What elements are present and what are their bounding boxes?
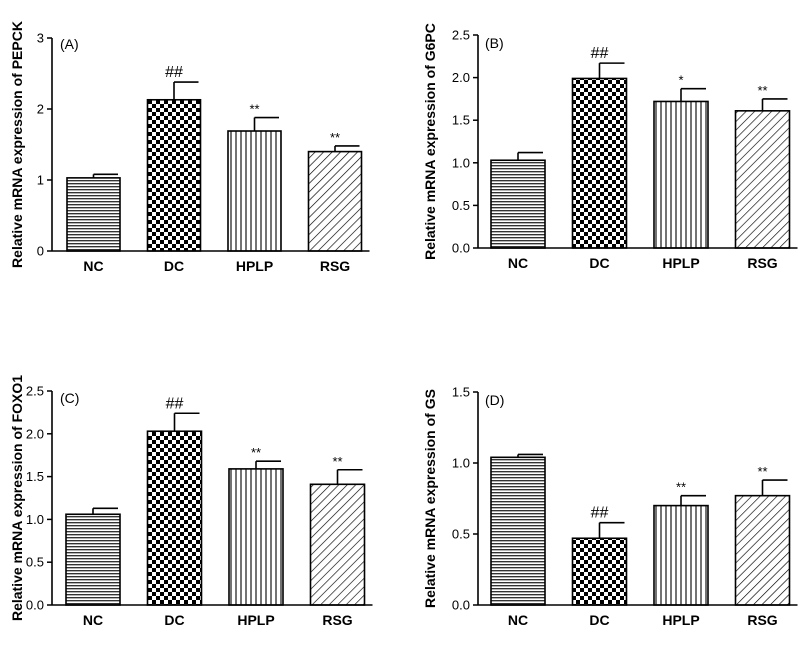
y-tick-label: 0.0 (452, 598, 470, 613)
bar-rsg (307, 150, 363, 252)
bar-dc (571, 537, 628, 606)
chart-panel-2: 0.0 0.5 1.0 1.5 2.0 2.5 Relative mRNA expressi… (422, 23, 798, 271)
significance-label: ** (330, 130, 340, 145)
bar-nc (490, 456, 546, 606)
bar-nc (490, 159, 546, 249)
bar-dc (571, 77, 628, 249)
bar-rsg (309, 483, 366, 606)
x-tick-label: RSG (747, 255, 777, 271)
bar-dc (146, 98, 202, 252)
significance-label: ** (757, 83, 767, 98)
y-tick-label: 0.5 (452, 198, 470, 213)
significance-label: ** (332, 454, 342, 469)
bar-nc (65, 513, 121, 606)
significance-label: ## (165, 64, 183, 81)
y-tick-label: 0.5 (26, 555, 44, 570)
y-tick-label: 0.0 (26, 598, 44, 613)
x-tick-label: NC (83, 612, 103, 628)
y-tick-label: 0.5 (452, 527, 470, 542)
y-tick-label: 0 (37, 244, 44, 259)
y-axis-label: Relative mRNA expression of GS (422, 389, 438, 608)
bar-rsg (734, 110, 791, 249)
bar-hplp (653, 100, 709, 249)
significance-label: ** (676, 480, 686, 495)
significance-label: ## (166, 395, 184, 412)
x-tick-label: NC (508, 255, 528, 271)
y-tick-label: 1.5 (452, 385, 470, 400)
y-axis-label: Relative mRNA expression of G6PC (422, 23, 438, 260)
y-axis-label: Relative mRNA expression of PEPCK (9, 21, 25, 268)
chart-panel-4: 0.0 0.5 1.0 1.5 Relative mRNA expression of … (422, 385, 798, 628)
x-tick-label: NC (508, 612, 528, 628)
bar-nc (66, 177, 121, 252)
x-tick-label: DC (164, 258, 184, 274)
bar-hplp (653, 504, 709, 606)
y-tick-label: 2 (37, 102, 44, 117)
x-tick-label: HPLP (662, 255, 699, 271)
bar-rsg (734, 494, 791, 606)
y-tick-label: 1.5 (452, 113, 470, 128)
panel-label: (A) (60, 36, 79, 52)
x-tick-label: HPLP (236, 258, 273, 274)
y-tick-label: 2.0 (452, 70, 470, 85)
panel-label: (C) (60, 390, 79, 406)
y-tick-label: 1.0 (452, 155, 470, 170)
y-axis-label: Relative mRNA expression of FOXO1 (9, 375, 25, 621)
chart-panel-1: 0 1 2 3 Relative mRNA expression of PEPCK (A)… (9, 21, 370, 274)
significance-label: ** (251, 445, 261, 460)
panel-label: (D) (485, 392, 504, 408)
y-tick-label: 2.5 (26, 384, 44, 399)
x-tick-label: RSG (322, 612, 352, 628)
y-tick-label: 1.0 (26, 512, 44, 527)
panel-label: (B) (485, 35, 504, 51)
y-tick-label: 1 (37, 173, 44, 188)
significance-label: ## (591, 45, 609, 62)
y-tick-label: 1.0 (452, 456, 470, 471)
y-tick-label: 1.5 (26, 469, 44, 484)
x-tick-label: DC (589, 612, 609, 628)
significance-label: ** (249, 102, 259, 117)
x-tick-label: HPLP (662, 612, 699, 628)
y-tick-label: 2.5 (452, 28, 470, 43)
y-tick-label: 0.0 (452, 241, 470, 256)
bar-dc (146, 430, 203, 606)
significance-label: * (678, 73, 683, 88)
bar-hplp (227, 130, 282, 252)
x-tick-label: RSG (747, 612, 777, 628)
y-tick-label: 3 (37, 31, 44, 46)
x-tick-label: DC (164, 612, 184, 628)
x-tick-label: DC (589, 255, 609, 271)
bar-hplp (228, 468, 284, 606)
significance-label: ## (591, 505, 609, 522)
y-tick-label: 2.0 (26, 426, 44, 441)
x-tick-label: RSG (320, 258, 350, 274)
x-tick-label: NC (83, 258, 103, 274)
significance-label: ** (757, 464, 767, 479)
x-tick-label: HPLP (237, 612, 274, 628)
